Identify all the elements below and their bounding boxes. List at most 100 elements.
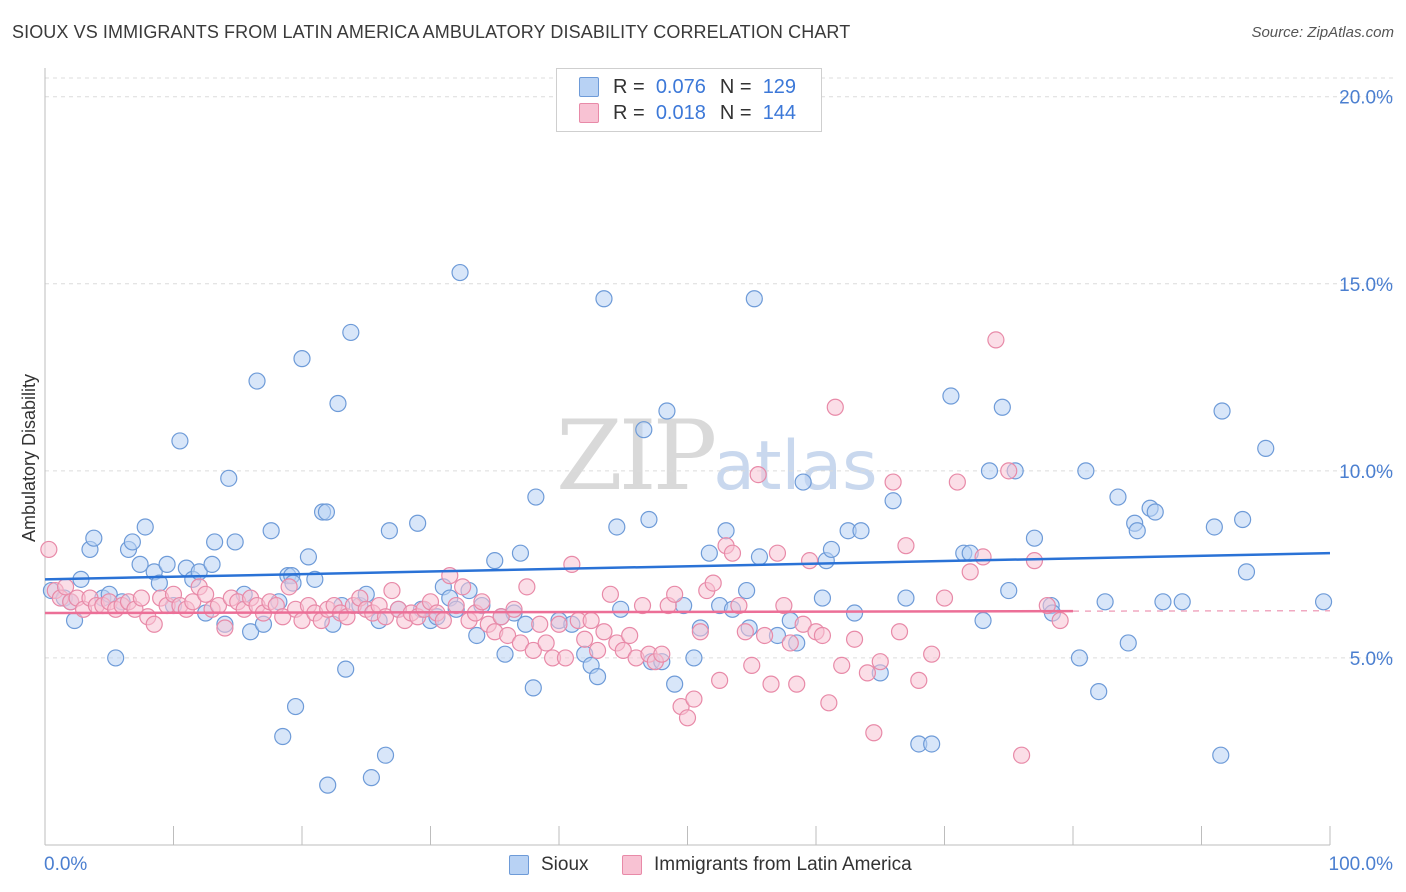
sioux-point [1077,462,1095,480]
correlation-legend: R = 0.076 N = 129 R = 0.018 N = 144 [556,68,822,132]
sioux-point [274,727,292,746]
sioux-point [206,533,224,551]
latin-america-point [280,578,298,596]
latin-america-point [923,645,941,663]
y-tick-label: 20.0% [1339,88,1393,109]
latin-america-point [40,540,58,559]
n-label: N = [719,101,752,124]
latin-america-point [1012,746,1031,764]
n-value-latin-america: 144 [762,101,797,124]
latin-america-point [524,641,542,660]
sioux-point [380,522,398,540]
sioux-point [299,548,318,566]
latin-america-point [499,626,517,645]
watermark: ZIPatlas [556,400,878,512]
latin-america-point [666,585,684,603]
sioux-point [1146,503,1164,521]
latin-america-point [723,544,742,562]
x-tick-label: 0.0% [44,854,87,875]
latin-america-swatch [579,103,599,123]
sioux-point [1070,649,1089,667]
latin-america-point [145,615,163,633]
y-axis-label: Ambulatory Disability [19,374,39,542]
sioux-point [745,290,763,308]
legend-label-sioux: Sioux [541,854,589,875]
latin-america-point [473,593,491,611]
sioux-point [136,518,154,536]
legend-item-latin-america[interactable]: Immigrants from Latin America [622,851,912,879]
chart-title: SIOUX VS IMMIGRANTS FROM LATIN AMERICA A… [12,22,851,42]
latin-america-point [691,623,709,641]
sioux-point [468,626,486,645]
sioux-point [897,589,915,607]
sioux-point [738,581,756,600]
latin-america-point [871,653,889,671]
legend-label-latin-america: Immigrants from Latin America [654,854,912,875]
sioux-point [612,600,630,618]
sioux-swatch [579,77,599,97]
latin-america-point [775,596,793,615]
x-tick-label: 100.0% [1329,854,1394,875]
latin-america-point [987,331,1005,349]
latin-america-point [588,641,607,660]
sioux-point [1212,746,1230,764]
latin-america-point [890,623,909,641]
sioux-point [1119,634,1137,652]
sioux-point [1237,563,1256,581]
sioux-point [1090,682,1108,701]
y-tick-label: 5.0% [1350,649,1393,670]
latin-america-point [576,630,594,648]
latin-america-point [197,585,215,603]
sioux-point [362,769,380,787]
latin-america-point [743,656,761,675]
latin-america-point [633,596,652,615]
legend-row-latin-america: R = 0.018 N = 144 [579,100,796,126]
legend-row-sioux: R = 0.076 N = 129 [579,74,796,100]
sioux-point [635,421,653,439]
sioux-point [595,290,613,308]
sioux-point [248,372,266,390]
latin-america-point [1000,462,1018,480]
latin-america-point [800,552,819,570]
latin-america-point [614,641,632,660]
sioux-point [107,649,125,667]
latin-america-point [1038,596,1056,615]
y-tick-label: 10.0% [1339,462,1393,483]
sioux-point [974,611,992,630]
sioux-point [1096,593,1114,611]
latin-america-point [961,563,979,581]
r-label: R = [613,101,645,124]
sioux-point [262,522,280,540]
sioux-point [171,432,189,450]
sioux-point [845,604,864,622]
latin-america-point [563,555,581,573]
latin-america-point [935,589,954,607]
sioux-point [376,746,395,764]
sioux-point [342,323,360,342]
sioux-point [1025,529,1044,547]
sioux-point [658,402,676,420]
sioux-point [1257,439,1275,458]
sioux-point [524,679,542,697]
latin-america-point [678,709,697,727]
latin-america-point [621,626,639,645]
latin-america-point [505,600,523,618]
latin-america-point [826,398,844,416]
sioux-point [1205,518,1223,536]
sioux-point [337,660,355,678]
sioux-point [85,529,103,547]
latin-america-point [531,615,549,633]
legend-item-sioux[interactable]: Sioux [509,851,589,879]
latin-america-point [704,574,722,592]
latin-america-point [601,585,620,603]
sioux-point [286,697,305,716]
latin-america-point [833,656,851,675]
sioux-point [822,540,841,559]
latin-america-point [447,596,465,615]
sioux-point [527,488,545,506]
sioux-point [923,735,941,753]
latin-america-point [454,578,472,596]
sioux-point [226,533,244,551]
latin-america-point [736,623,754,641]
latin-america-point [383,581,401,600]
